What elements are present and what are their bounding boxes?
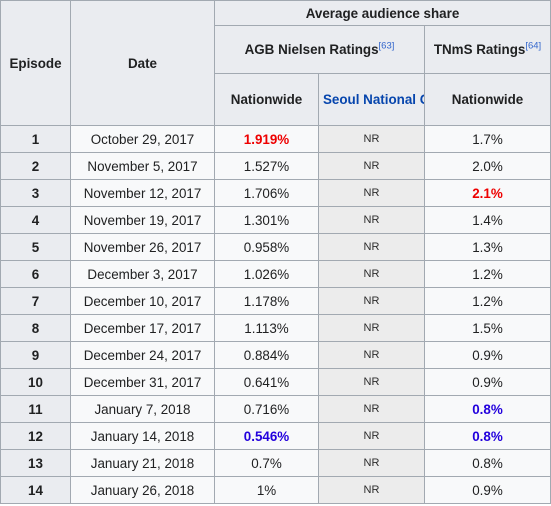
agb-nationwide-value: 0.716% <box>214 395 319 423</box>
seoul-capital-area-link[interactable]: Seoul National Capital Area <box>318 73 425 126</box>
episode-header: Episode <box>0 0 71 126</box>
tnms-nationwide-value: 1.4% <box>423 206 551 234</box>
air-date: January 7, 2018 <box>70 395 215 423</box>
episode-number: 6 <box>0 260 71 288</box>
tnms-nationwide-value: 1.2% <box>423 287 551 315</box>
episode-number: 14 <box>0 476 71 504</box>
agb-nationwide-value: 1.301% <box>214 206 319 234</box>
seoul-value: NR <box>318 449 425 477</box>
table-row: 12 January 14, 2018 0.546% NR 0.8% <box>0 422 551 450</box>
table-row: 4 November 19, 2017 1.301% NR 1.4% <box>0 206 551 234</box>
table-row: 13 January 21, 2018 0.7% NR 0.8% <box>0 449 551 477</box>
episode-number: 2 <box>0 152 71 180</box>
seoul-value: NR <box>318 476 425 504</box>
air-date: December 17, 2017 <box>70 314 215 342</box>
table-row: 11 January 7, 2018 0.716% NR 0.8% <box>0 395 551 423</box>
episode-number: 12 <box>0 422 71 450</box>
seoul-value: NR <box>318 125 425 153</box>
table-row: 8 December 17, 2017 1.113% NR 1.5% <box>0 314 551 342</box>
air-date: December 3, 2017 <box>70 260 215 288</box>
agb-nationwide-value: 1.026% <box>214 260 319 288</box>
episode-number: 4 <box>0 206 71 234</box>
agb-nationwide-value: 1.706% <box>214 179 319 207</box>
episode-number: 3 <box>0 179 71 207</box>
seoul-value: NR <box>318 395 425 423</box>
table-row: 9 December 24, 2017 0.884% NR 0.9% <box>0 341 551 369</box>
episode-number: 13 <box>0 449 71 477</box>
seoul-value: NR <box>318 179 425 207</box>
air-date: January 14, 2018 <box>70 422 215 450</box>
agb-nationwide-value: 0.884% <box>214 341 319 369</box>
episode-number: 9 <box>0 341 71 369</box>
seoul-value: NR <box>318 206 425 234</box>
episode-number: 10 <box>0 368 71 396</box>
seoul-value: NR <box>318 152 425 180</box>
agb-nationwide-value: 1.178% <box>214 287 319 315</box>
air-date: December 24, 2017 <box>70 341 215 369</box>
air-date: January 21, 2018 <box>70 449 215 477</box>
air-date: December 31, 2017 <box>70 368 215 396</box>
tnms-reference-link[interactable]: [64] <box>525 40 542 52</box>
air-date: December 10, 2017 <box>70 287 215 315</box>
tnms-nationwide-value: 1.3% <box>423 233 551 261</box>
tnms-nationwide-value: 1.7% <box>423 125 551 153</box>
episode-number: 5 <box>0 233 71 261</box>
date-header: Date <box>70 0 215 126</box>
agb-nationwide-value: 1.919% <box>214 125 319 153</box>
table-row: 3 November 12, 2017 1.706% NR 2.1% <box>0 179 551 207</box>
air-date: October 29, 2017 <box>70 125 215 153</box>
agb-nielsen-reference-link[interactable]: [63] <box>378 40 395 52</box>
agb-nielsen-title: AGB Nielsen Ratings <box>244 42 379 57</box>
average-audience-share-header: Average audience share <box>213 0 551 26</box>
seoul-value: NR <box>318 368 425 396</box>
table-row: 10 December 31, 2017 0.641% NR 0.9% <box>0 368 551 396</box>
episode-number: 1 <box>0 125 71 153</box>
air-date: November 12, 2017 <box>70 179 215 207</box>
table-row: 5 November 26, 2017 0.958% NR 1.3% <box>0 233 551 261</box>
table-row: 6 December 3, 2017 1.026% NR 1.2% <box>0 260 551 288</box>
air-date: November 5, 2017 <box>70 152 215 180</box>
seoul-value: NR <box>318 287 425 315</box>
tnms-nationwide-value: 0.9% <box>423 476 551 504</box>
tnms-nationwide-value: 1.2% <box>423 260 551 288</box>
table-row: 2 November 5, 2017 1.527% NR 2.0% <box>0 152 551 180</box>
seoul-value: NR <box>318 233 425 261</box>
tnms-nationwide-value: 2.0% <box>423 152 551 180</box>
agb-nationwide-value: 0.7% <box>214 449 319 477</box>
air-date: January 26, 2018 <box>70 476 215 504</box>
seoul-value: NR <box>318 422 425 450</box>
agb-nationwide-value: 1.527% <box>214 152 319 180</box>
tnms-nationwide-value: 0.9% <box>423 341 551 369</box>
table-row: 7 December 10, 2017 1.178% NR 1.2% <box>0 287 551 315</box>
agb-nationwide-value: 1.113% <box>214 314 319 342</box>
tnms-nationwide-header: Nationwide <box>423 73 551 126</box>
episode-number: 7 <box>0 287 71 315</box>
tnms-nationwide-value: 0.8% <box>423 449 551 477</box>
tnms-nationwide-value: 1.5% <box>423 314 551 342</box>
agb-nationwide-value: 0.641% <box>214 368 319 396</box>
air-date: November 19, 2017 <box>70 206 215 234</box>
episode-number: 11 <box>0 395 71 423</box>
tnms-nationwide-value: 0.8% <box>423 422 551 450</box>
agb-nationwide-value: 0.958% <box>214 233 319 261</box>
tnms-nationwide-value: 2.1% <box>423 179 551 207</box>
tnms-header: TNmS Ratings[64] <box>423 25 551 74</box>
table-row: 14 January 26, 2018 1% NR 0.9% <box>0 476 551 504</box>
agb-nationwide-header: Nationwide <box>214 73 319 126</box>
tnms-nationwide-value: 0.9% <box>423 368 551 396</box>
agb-nationwide-value: 1% <box>214 476 319 504</box>
agb-nielsen-header: AGB Nielsen Ratings[63] <box>214 25 425 74</box>
episode-number: 8 <box>0 314 71 342</box>
air-date: November 26, 2017 <box>70 233 215 261</box>
seoul-value: NR <box>318 260 425 288</box>
seoul-value: NR <box>318 341 425 369</box>
tnms-nationwide-value: 0.8% <box>423 395 551 423</box>
table-row: 1 October 29, 2017 1.919% NR 1.7% <box>0 125 551 153</box>
agb-nationwide-value: 0.546% <box>214 422 319 450</box>
seoul-value: NR <box>318 314 425 342</box>
tnms-title: TNmS Ratings <box>433 42 526 57</box>
